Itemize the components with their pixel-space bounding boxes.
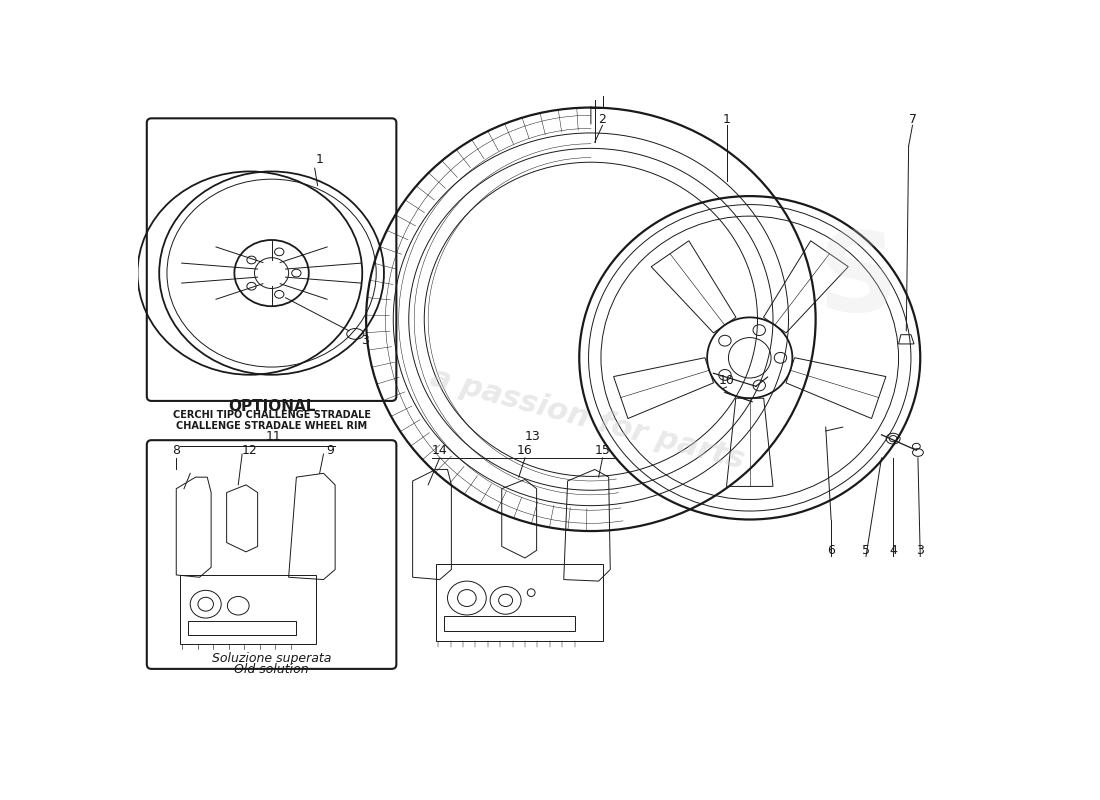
Text: a passion for parts: a passion for parts	[427, 363, 747, 475]
Text: 3: 3	[916, 544, 924, 557]
Text: CERCHI TIPO CHALLENGE STRADALE: CERCHI TIPO CHALLENGE STRADALE	[173, 410, 371, 420]
Text: 12: 12	[242, 444, 257, 457]
Text: 2: 2	[598, 113, 606, 126]
Text: S: S	[818, 227, 899, 334]
Text: 11: 11	[265, 430, 280, 443]
Bar	[188, 621, 296, 635]
Bar	[443, 616, 575, 631]
Text: 10: 10	[718, 374, 735, 387]
Text: 8: 8	[173, 444, 180, 457]
Text: 3: 3	[361, 334, 368, 346]
Text: 1: 1	[316, 153, 323, 166]
Text: 1: 1	[723, 113, 730, 126]
Text: 15: 15	[595, 444, 610, 457]
Text: 6: 6	[827, 544, 835, 557]
Text: 9: 9	[326, 444, 333, 457]
Text: 16: 16	[517, 444, 532, 457]
Text: 7: 7	[909, 113, 916, 126]
Text: 5: 5	[862, 544, 870, 557]
Text: CHALLENGE STRADALE WHEEL RIM: CHALLENGE STRADALE WHEEL RIM	[176, 421, 367, 431]
Text: 4: 4	[889, 544, 898, 557]
Bar	[436, 564, 603, 641]
Text: 13: 13	[525, 430, 540, 443]
Text: OPTIONAL: OPTIONAL	[228, 398, 316, 414]
Text: Soluzione superata: Soluzione superata	[212, 652, 331, 665]
Bar	[180, 575, 316, 644]
Text: Old solution: Old solution	[234, 663, 309, 677]
Text: 14: 14	[432, 444, 448, 457]
